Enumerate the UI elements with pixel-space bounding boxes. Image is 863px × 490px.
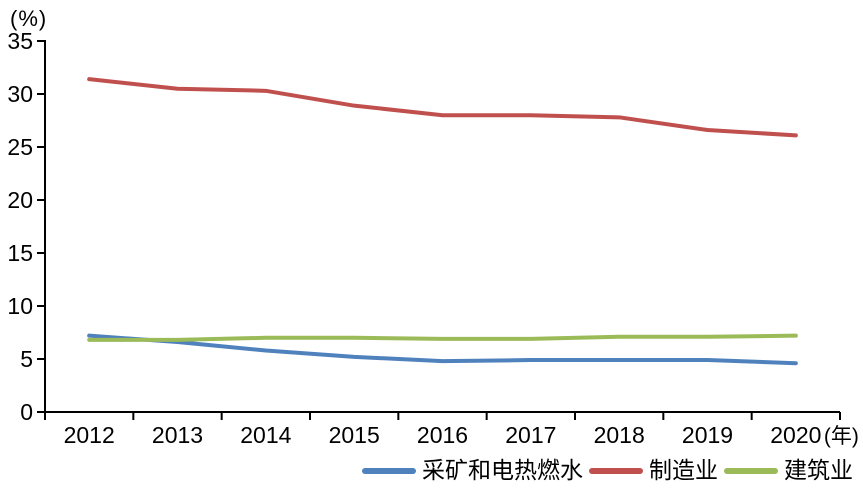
legend-swatch-mining xyxy=(362,467,416,474)
y-axis-unit-label: (%) xyxy=(10,6,48,31)
series-line-2 xyxy=(87,333,798,342)
x-tick-label: 2012 xyxy=(64,422,115,448)
y-tick-label: 35 xyxy=(7,28,33,54)
y-tick-label: 10 xyxy=(7,293,33,319)
x-tick-label: 2013 xyxy=(152,422,203,448)
y-tick-label: 30 xyxy=(7,81,33,107)
x-axis-unit-label: (年) xyxy=(824,425,859,448)
legend-label-manufacturing: 制造业 xyxy=(649,457,718,483)
x-tick-label: 2016 xyxy=(417,422,468,448)
chart-plot-area: 0 5 10 15 20 25 30 35 2012 2013 2014 2015 2016 2017 20… xyxy=(7,28,859,448)
x-tick-label: 2020 xyxy=(770,422,821,448)
y-tick-label: 0 xyxy=(20,399,33,425)
x-tick-label: 2019 xyxy=(682,422,733,448)
legend-swatch-construction xyxy=(724,467,778,474)
x-tick-label: 2017 xyxy=(505,422,556,448)
y-tick-label: 20 xyxy=(7,187,33,213)
y-tick-label: 5 xyxy=(20,346,33,372)
x-tick-label: 2018 xyxy=(594,422,645,448)
y-tick-label: 25 xyxy=(7,134,33,160)
legend-item-manufacturing: 制造业 xyxy=(589,459,718,482)
legend-label-mining: 采矿和电热燃水 xyxy=(422,457,583,483)
x-tick-label: 2015 xyxy=(329,422,380,448)
x-tick-label: 2014 xyxy=(240,422,291,448)
legend-swatch-manufacturing xyxy=(589,467,643,474)
legend-item-mining: 采矿和电热燃水 xyxy=(362,459,583,482)
series-line-0 xyxy=(87,333,798,366)
series-line-1 xyxy=(87,77,798,138)
legend-label-construction: 建筑业 xyxy=(784,457,853,483)
chart-legend: 采矿和电热燃水 制造业 建筑业 xyxy=(0,459,853,482)
y-tick-label: 15 xyxy=(7,240,33,266)
legend-item-construction: 建筑业 xyxy=(724,459,853,482)
